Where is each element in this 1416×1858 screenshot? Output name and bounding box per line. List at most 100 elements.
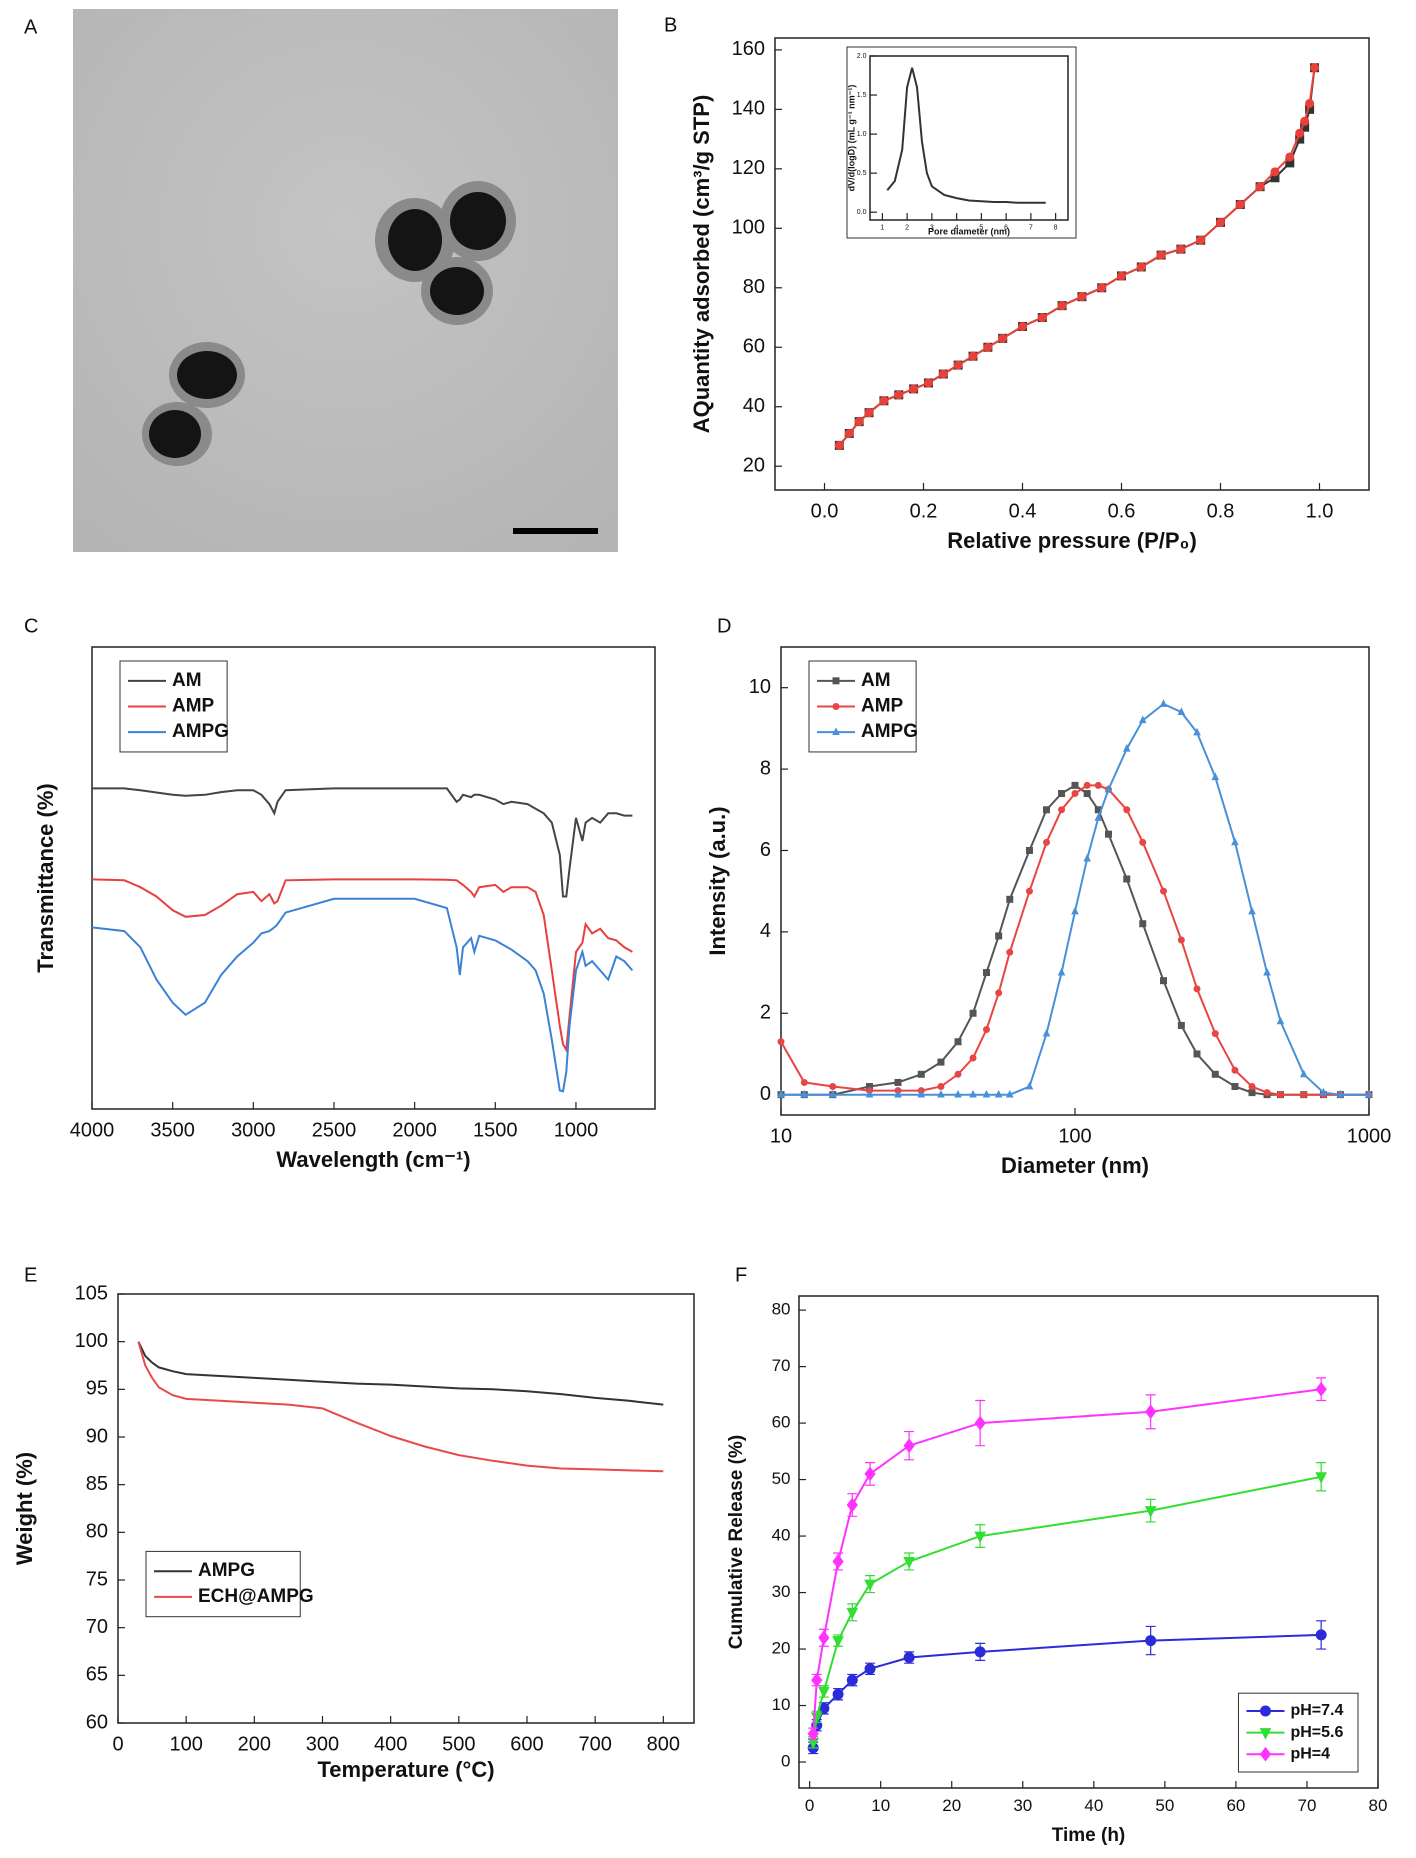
marker — [1300, 1091, 1308, 1099]
marker — [846, 1497, 858, 1513]
marker — [1117, 271, 1126, 281]
marker — [1123, 806, 1131, 814]
x-tick-label: 1500 — [473, 1119, 518, 1141]
marker — [1231, 837, 1239, 846]
marker — [1122, 744, 1131, 752]
x-tick-label: 70 — [1297, 1796, 1316, 1815]
y-tick-label: 100 — [75, 1330, 108, 1352]
marker — [1263, 967, 1271, 976]
x-tick-label: 100 — [169, 1733, 202, 1755]
legend-marker — [832, 677, 840, 685]
marker — [968, 351, 978, 361]
marker — [1177, 1021, 1185, 1029]
x-tick-label: 5 — [979, 225, 983, 232]
marker — [1285, 152, 1295, 162]
series-line — [812, 1475, 1322, 1743]
x-tick-label: 7 — [1029, 225, 1033, 232]
x-tick-label: 10 — [871, 1796, 890, 1815]
marker — [1193, 985, 1201, 993]
legend-label: AMP — [172, 695, 215, 716]
x-tick-label: 0 — [112, 1733, 123, 1755]
x-tick-label: 600 — [510, 1733, 543, 1755]
y-tick-label: 60 — [86, 1711, 108, 1733]
marker — [894, 1078, 902, 1086]
marker — [800, 1078, 808, 1086]
x-tick-label: 2000 — [392, 1119, 437, 1141]
marker — [1083, 781, 1091, 789]
marker — [1336, 1089, 1345, 1098]
y-tick-label: 85 — [86, 1473, 108, 1495]
y-axis-label: Transmittance (%) — [33, 783, 58, 973]
marker — [953, 360, 963, 370]
plot-frame — [798, 1295, 1379, 1789]
legend-marker — [832, 727, 840, 736]
y-tick-label: 20 — [772, 1639, 791, 1658]
marker — [1104, 784, 1113, 793]
series-line — [91, 878, 633, 1054]
marker — [994, 1089, 1003, 1098]
legend-label: pH=7.4 — [1290, 1702, 1343, 1719]
marker — [969, 1054, 977, 1062]
marker — [1058, 790, 1066, 798]
x-tick-label: 8 — [1054, 225, 1058, 232]
marker — [1025, 887, 1033, 895]
marker — [811, 1672, 823, 1688]
x-axis-label: Temperature (°C) — [317, 1757, 494, 1782]
x-tick-label: 0 — [805, 1796, 814, 1815]
marker — [1043, 806, 1051, 814]
series-line — [781, 784, 1369, 1096]
marker — [894, 390, 904, 400]
x-tick-label: 0.2 — [910, 500, 938, 522]
panel-label: D — [717, 615, 731, 637]
marker — [1057, 301, 1067, 311]
legend-marker — [1259, 1728, 1272, 1740]
marker — [1006, 948, 1014, 956]
marker — [1058, 806, 1066, 814]
x-tick-label: 800 — [647, 1733, 680, 1755]
marker — [1211, 772, 1220, 781]
plot-frame — [117, 1293, 695, 1724]
legend-label: AMPG — [172, 721, 229, 742]
x-tick-label: 30 — [1013, 1796, 1032, 1815]
marker — [1144, 1506, 1157, 1518]
marker — [1193, 727, 1201, 736]
y-tick-label: 80 — [86, 1521, 108, 1543]
marker — [864, 1466, 876, 1482]
marker — [1315, 1472, 1327, 1484]
marker — [1177, 707, 1186, 716]
marker — [1216, 217, 1225, 227]
marker — [1270, 167, 1280, 177]
y-tick-label: 95 — [86, 1378, 108, 1400]
marker — [937, 1083, 945, 1091]
series-line — [781, 702, 1369, 1096]
x-tick-label: 40 — [1084, 1796, 1103, 1815]
marker — [1193, 1050, 1201, 1058]
marker — [818, 1630, 830, 1646]
marker — [828, 1089, 837, 1098]
x-tick-label: 3500 — [150, 1119, 195, 1141]
panel-label: B — [664, 14, 677, 36]
marker — [1305, 98, 1315, 108]
y-tick-label: 80 — [772, 1300, 791, 1319]
marker — [818, 1686, 830, 1699]
marker — [1139, 920, 1147, 928]
y-tick-label: 0.5 — [857, 170, 867, 177]
marker — [954, 1070, 962, 1078]
marker — [846, 1674, 858, 1686]
marker — [1071, 781, 1079, 789]
legend-label: AMPG — [198, 1560, 255, 1581]
marker — [1160, 887, 1168, 895]
y-tick-label: 30 — [772, 1582, 791, 1601]
marker — [1248, 906, 1256, 915]
marker — [832, 1688, 844, 1700]
x-tick-label: 700 — [578, 1733, 611, 1755]
marker — [879, 396, 889, 406]
y-tick-label: 10 — [749, 676, 771, 698]
legend-label: AM — [172, 670, 202, 691]
y-tick-label: 70 — [772, 1356, 791, 1375]
marker — [1177, 936, 1185, 944]
marker — [1139, 838, 1147, 846]
marker — [864, 1663, 876, 1675]
x-tick-label: 50 — [1155, 1796, 1174, 1815]
